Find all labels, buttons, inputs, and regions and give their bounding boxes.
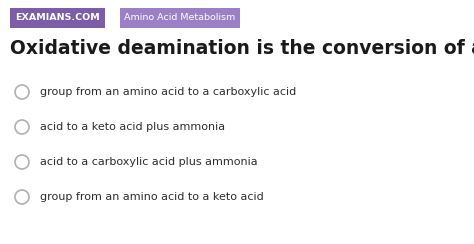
Text: group from an amino acid to a keto acid: group from an amino acid to a keto acid xyxy=(40,192,264,202)
FancyBboxPatch shape xyxy=(10,8,105,28)
Text: acid to a carboxylic acid plus ammonia: acid to a carboxylic acid plus ammonia xyxy=(40,157,258,167)
Text: Amino Acid Metabolism: Amino Acid Metabolism xyxy=(124,13,236,22)
FancyBboxPatch shape xyxy=(120,8,240,28)
Text: acid to a keto acid plus ammonia: acid to a keto acid plus ammonia xyxy=(40,122,225,132)
Text: EXAMIANS.COM: EXAMIANS.COM xyxy=(15,13,100,22)
Text: Oxidative deamination is the conversion of an amino: Oxidative deamination is the conversion … xyxy=(10,39,474,58)
Text: group from an amino acid to a carboxylic acid: group from an amino acid to a carboxylic… xyxy=(40,87,296,97)
